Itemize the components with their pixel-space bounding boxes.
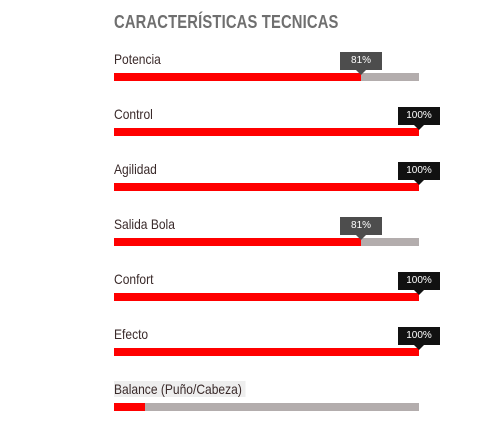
value-tooltip: 100% [398,272,440,295]
progress-track: 81% [114,52,419,81]
stat-label: Confort [114,271,154,287]
progress-track: 100% [114,327,440,356]
value-tooltip: 81% [340,52,383,75]
stat-row-potencia: Potencia 81% [114,51,419,91]
value-text: 100% [406,165,432,176]
progress-track: 81% [114,217,419,246]
progress-fill [114,293,419,301]
progress-fill [114,128,419,136]
stat-label: Agilidad [114,161,157,177]
progress-fill [114,403,145,411]
progress-track: 100% [114,107,440,136]
progress-fill [114,348,419,356]
section-title: CARACTERÍSTICAS TECNICAS [114,12,339,32]
progress-track: 100% [114,162,440,191]
stat-label: Salida Bola [114,216,175,232]
value-tooltip: 100% [398,327,440,350]
value-text: 100% [406,330,432,341]
stat-row-balance: Balance (Puño/Cabeza) [114,381,419,421]
stat-label: Potencia [114,51,161,67]
value-tooltip: 100% [398,162,440,185]
value-text: 81% [351,220,372,231]
value-tooltip: 100% [398,107,440,130]
stat-row-control: Control 100% [114,106,440,146]
progress-fill [114,183,419,191]
progress-fill [114,73,362,81]
stat-label: Balance (Puño/Cabeza) [114,381,246,397]
value-text: 100% [406,110,432,121]
stat-label: Efecto [114,326,149,342]
value-text: 81% [351,55,372,66]
stat-row-confort: Confort 100% [114,271,440,311]
stat-label: Control [114,106,153,122]
stat-row-agilidad: Agilidad 100% [114,161,440,201]
value-tooltip: 81% [340,217,383,240]
value-text: 100% [406,275,432,286]
progress-fill [114,238,362,246]
progress-track: 100% [114,272,440,301]
progress-track [114,403,419,411]
stat-row-salida-bola: Salida Bola 81% [114,216,419,256]
stat-row-efecto: Efecto 100% [114,326,440,366]
